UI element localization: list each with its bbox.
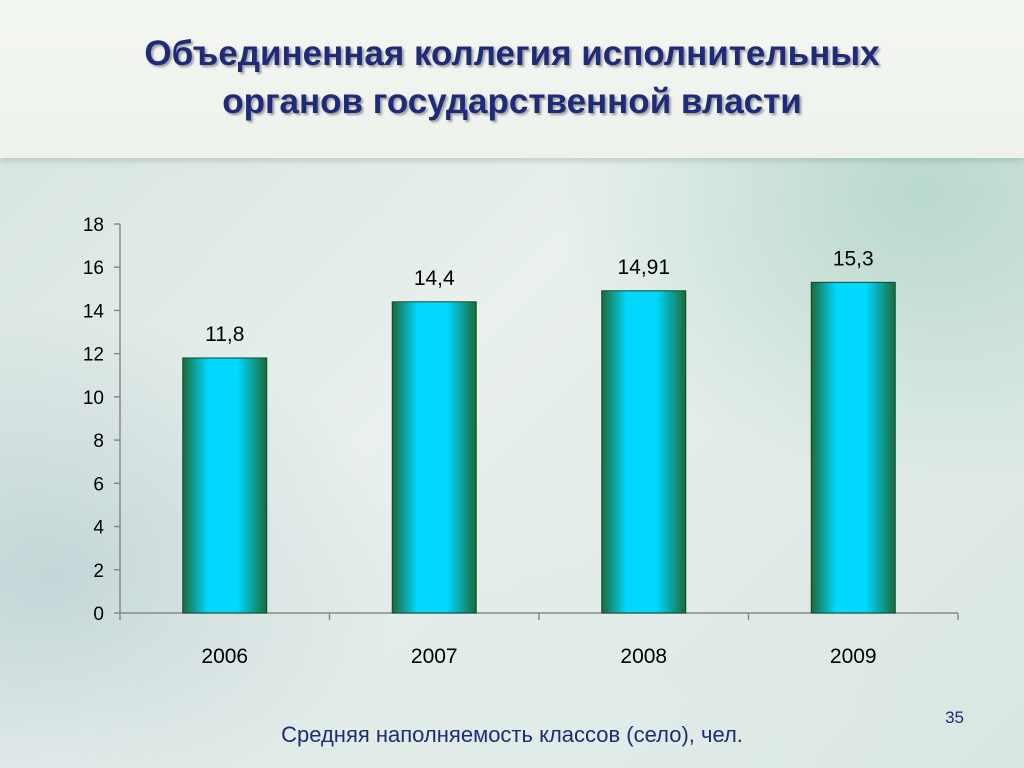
chart-labels: 0 2 4 6 8 10 12 14 16 18 11,8 2006 14,4 2007 14,91 2008… [83, 215, 877, 668]
y-tick-label: 4 [93, 518, 104, 539]
chart-caption: Средняя наполняемость классов (село), че… [281, 722, 743, 747]
y-tick-label: 16 [83, 258, 104, 279]
title-line-2: органов государственной власти [222, 82, 802, 121]
y-tick-label: 12 [83, 345, 104, 366]
data-label-2009: 15,3 [833, 247, 874, 270]
y-tick-label: 14 [83, 301, 105, 322]
y-tick-label: 2 [93, 561, 104, 582]
x-tick-label-2007: 2007 [411, 645, 458, 668]
x-tick-label-2008: 2008 [620, 645, 667, 668]
y-tick-label: 6 [93, 474, 104, 495]
data-label-2007: 14,4 [414, 267, 455, 290]
bar-2006 [182, 357, 268, 614]
x-tick-label-2006: 2006 [201, 645, 248, 668]
title-banner: Объединенная коллегия исполнительных орг… [0, 0, 1024, 158]
data-label-2008: 14,91 [617, 256, 670, 279]
x-tick-label-2009: 2009 [830, 645, 877, 668]
bar-2009 [810, 281, 896, 614]
y-tick-label: 0 [93, 604, 104, 625]
title-line-1: Объединенная коллегия исполнительных [144, 34, 880, 73]
y-tick-label: 10 [83, 388, 104, 409]
bar-2008 [601, 290, 687, 614]
y-tick-label: 18 [83, 215, 104, 236]
y-tick-label: 8 [93, 431, 104, 452]
chart-bars [182, 281, 896, 614]
data-label-2006: 11,8 [205, 323, 244, 346]
slide-title: Объединенная коллегия исполнительных орг… [60, 30, 964, 126]
bar-2007 [391, 301, 477, 614]
page-number: 35 [945, 708, 964, 727]
